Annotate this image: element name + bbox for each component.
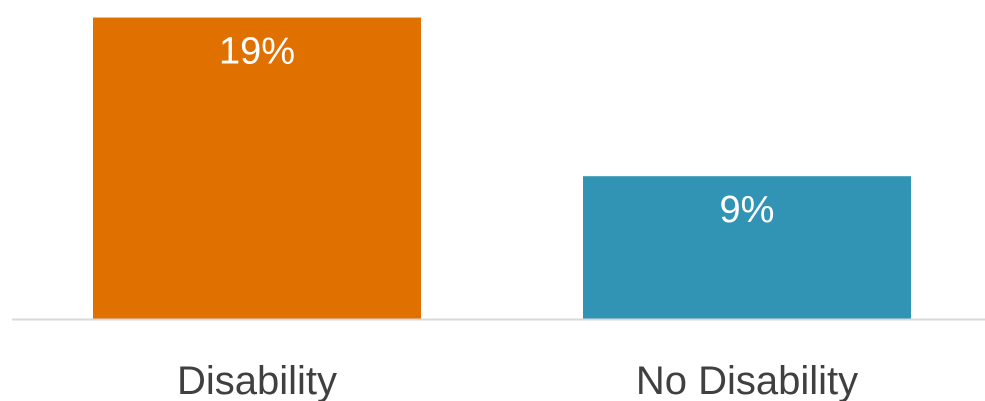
bar-disability [93, 17, 421, 319]
data-label-no-disability: 9% [720, 189, 775, 231]
data-label-disability: 19% [219, 31, 295, 73]
category-label-no-disability: No Disability [636, 359, 858, 401]
bar-no-disability [583, 176, 911, 319]
labels-group: 19% Disability 9% No Disability [177, 31, 858, 401]
category-label-disability: Disability [177, 359, 337, 401]
bars-group [93, 17, 911, 319]
